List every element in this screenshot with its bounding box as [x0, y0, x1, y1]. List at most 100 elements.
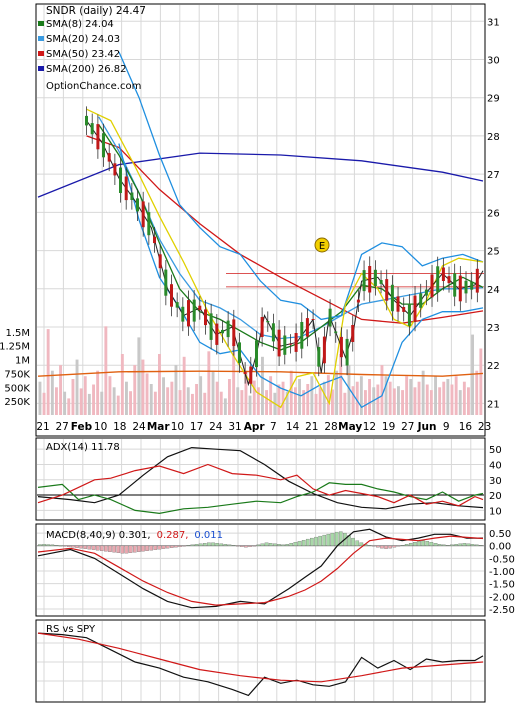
macd-histogram-bar — [413, 542, 417, 546]
macd-histogram-bar — [207, 542, 211, 546]
volume-bar — [462, 381, 466, 415]
volume-bar — [207, 351, 211, 415]
macd-histogram-bar — [99, 545, 104, 551]
volume-bar — [306, 384, 310, 415]
macd-y-tick-label: -1.00 — [489, 567, 515, 578]
volume-bar — [355, 381, 359, 415]
volume-bar — [240, 390, 244, 415]
earnings-event-circle — [314, 237, 330, 253]
candle-body — [209, 313, 213, 340]
candle-body — [266, 321, 270, 323]
macd-histogram-bar — [376, 545, 380, 548]
macd-histogram-bar — [289, 543, 294, 546]
candle-body — [243, 371, 247, 375]
candle-body — [124, 176, 128, 201]
candle-body — [198, 305, 202, 311]
volume-bar — [380, 365, 384, 415]
candle-body — [158, 254, 162, 269]
legend-sma200: SMA(200) 26.82 — [46, 64, 127, 75]
price-y-tick-label: 27 — [487, 170, 500, 181]
legend-swatch-sma8 — [38, 21, 44, 26]
macd-histogram-bar — [314, 536, 318, 546]
volume-bar — [55, 387, 58, 415]
macd-histogram-bar — [190, 544, 195, 546]
volume-bar — [178, 390, 182, 415]
volume-bar — [248, 395, 252, 415]
candle-body — [96, 124, 100, 150]
candle-body — [470, 281, 474, 290]
x-tick-label: 18 — [113, 421, 126, 433]
x-tick-label: 23 — [478, 421, 491, 433]
candle-body — [141, 201, 145, 228]
macd-histogram-bar — [62, 545, 67, 547]
volume-bar — [425, 384, 429, 415]
volume-bar — [401, 390, 404, 415]
macd-histogram-bar — [268, 543, 273, 546]
x-tick-label: 31 — [228, 421, 241, 433]
volume-bar — [294, 387, 297, 415]
volume-bar — [223, 398, 227, 415]
volume-bar — [388, 381, 392, 415]
macd-histogram-bar — [145, 545, 149, 551]
volume-bar — [71, 379, 75, 415]
price-y-axis: 21 22 23 24 25 26 27 28 29 30 31 — [487, 17, 500, 410]
volume-bar — [450, 384, 454, 415]
price-y-tick-label: 24 — [487, 285, 500, 296]
macd-histogram-bar — [330, 532, 335, 546]
candle-body — [170, 284, 173, 307]
volume-bar — [335, 370, 339, 415]
candle-body — [334, 331, 338, 334]
candle-body — [351, 325, 355, 342]
candle-body — [339, 336, 343, 358]
macd-histogram-bar — [194, 544, 199, 546]
signal-value: 0.011 — [194, 530, 223, 541]
volume-bar — [116, 395, 120, 415]
price-candles — [85, 106, 479, 394]
x-tick-label: Mar — [147, 421, 171, 433]
adx-series-adx — [37, 446, 484, 510]
macd-histogram-bar — [108, 545, 112, 552]
macd-series — [37, 528, 484, 609]
macd-histogram-bar — [371, 545, 376, 547]
volume-bar — [104, 326, 108, 415]
adx-y-tick-label: 30 — [489, 476, 502, 487]
legend-swatch-sma200 — [38, 66, 44, 71]
macd-histogram-bar — [211, 542, 215, 546]
macd-histogram-bar — [46, 544, 50, 546]
macd-histogram-bar — [404, 544, 409, 546]
candle-body — [232, 319, 236, 346]
x-tick-label: 28 — [324, 421, 337, 433]
volume-bar — [314, 393, 318, 415]
candle-body — [345, 338, 349, 366]
volume-bar — [38, 381, 42, 415]
candle-body — [147, 212, 151, 236]
candle-body — [453, 273, 457, 297]
price-y-tick-label: 21 — [487, 399, 500, 410]
volume-bar — [359, 376, 363, 415]
macd-histogram-bar — [202, 543, 207, 546]
x-tick-label: Apr — [244, 421, 266, 433]
adx-panel — [35, 437, 486, 521]
volume-bar — [236, 387, 240, 415]
macd-histogram-bar — [297, 541, 302, 546]
x-tick-label: 7 — [270, 421, 277, 433]
macd-histogram-bar — [244, 545, 248, 548]
series-sma8 — [98, 124, 484, 351]
macd-histogram-bar — [421, 540, 425, 546]
volume-y-tick-label: 1.25M — [0, 342, 30, 353]
volume-bar — [302, 390, 306, 415]
macd-histogram-bar — [260, 543, 265, 546]
volume-bar — [63, 391, 67, 415]
macd-histogram-bar — [322, 534, 327, 546]
candle-body — [322, 336, 326, 364]
x-tick-label: Jun — [417, 421, 437, 433]
macd-histogram-bar — [264, 542, 269, 546]
candle-body — [107, 153, 111, 162]
volume-bar — [256, 387, 260, 415]
candle-body — [419, 293, 423, 308]
volume-bar — [232, 342, 236, 415]
volume-bar — [421, 370, 425, 415]
x-tick-label: 27 — [401, 421, 414, 433]
macd-histogram-bar — [392, 545, 397, 548]
